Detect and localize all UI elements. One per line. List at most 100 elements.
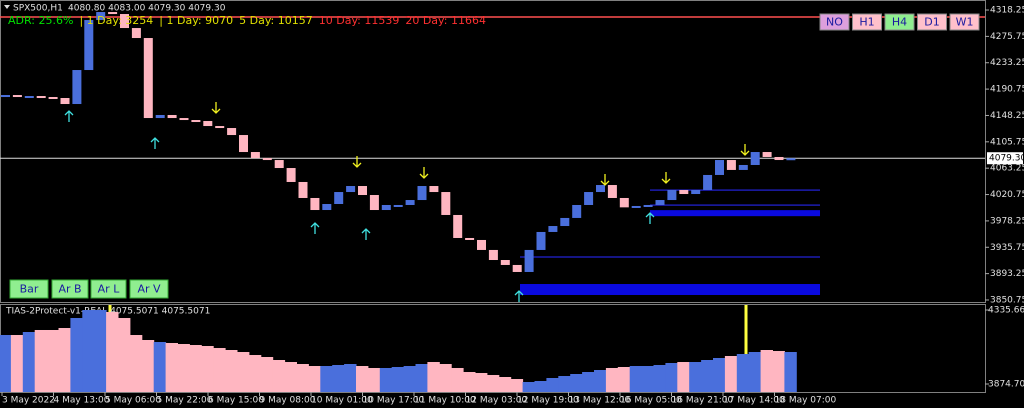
time-label: 10 May 17:00 <box>363 396 425 406</box>
tool-button[interactable] <box>90 279 127 299</box>
price-label: 4020.75 <box>990 190 1024 200</box>
price-label: 3978.25 <box>990 216 1024 226</box>
timeframe-label: H1 <box>859 16 874 29</box>
sell-arrow <box>740 144 750 156</box>
price-bar <box>358 186 367 196</box>
indicator-bar <box>391 367 405 392</box>
timeframe-button[interactable] <box>917 13 947 31</box>
timeframe-button[interactable] <box>949 13 980 31</box>
price-bar <box>774 156 784 161</box>
price-bar <box>96 12 106 21</box>
indicator-bar <box>736 353 750 392</box>
price-bar <box>643 204 653 207</box>
price-bar <box>524 249 534 272</box>
zone <box>650 210 820 217</box>
price-bar <box>750 152 760 165</box>
time-label: 13 May 12:00 <box>569 396 631 406</box>
indicator-bar <box>177 343 190 392</box>
indicator-bar <box>332 364 345 392</box>
price-bar <box>500 260 510 265</box>
indicator-bar <box>58 328 71 392</box>
price-bar <box>1 95 10 98</box>
time-label: 12 May 19:00 <box>517 396 579 406</box>
price-bar <box>572 204 582 218</box>
indicator-bar <box>118 318 131 392</box>
adr-line: ADR: 25.6% | 1 Day: 3254 | 1 Day: 9070 5 Da… <box>8 14 486 27</box>
menu-triangle[interactable] <box>4 5 10 9</box>
indicator-bar <box>70 318 83 392</box>
tool-label: Ar L <box>98 283 121 296</box>
price-bar <box>762 152 772 157</box>
tool-button[interactable] <box>129 279 169 299</box>
timeframe-label: NO <box>826 16 843 29</box>
price-bar <box>310 197 320 211</box>
indicator-bar <box>546 377 559 392</box>
price-label: 4148.25 <box>990 111 1024 121</box>
buy-arrow <box>150 137 160 149</box>
indicator-bar <box>486 374 500 392</box>
price-bar <box>715 160 724 175</box>
indicator-bar <box>748 352 762 392</box>
indicator-bar <box>605 367 619 392</box>
price-bar <box>607 185 617 198</box>
price-bar <box>60 97 70 105</box>
time-label: 18 May 07:00 <box>775 396 837 406</box>
sell-arrow <box>211 102 221 114</box>
indicator-bar <box>272 360 286 392</box>
price-bar <box>72 70 82 105</box>
sell-arrow <box>661 172 671 184</box>
timeframe-label: D1 <box>924 16 939 29</box>
price-label: 4063.25 <box>990 164 1024 174</box>
indicator-bar <box>403 366 416 392</box>
indicator-bar <box>475 373 488 392</box>
tool-button[interactable] <box>51 279 89 299</box>
price-bar <box>84 20 94 71</box>
indicator-bar <box>106 312 119 392</box>
price-bar <box>405 200 415 205</box>
indicator-bar <box>760 349 773 392</box>
timeframe-button[interactable] <box>884 13 915 31</box>
time-label: 4 May 13:00 <box>54 396 110 406</box>
indicator-bar <box>653 364 666 392</box>
timeframe-button[interactable] <box>819 13 850 31</box>
time-label: 16 May 21:00 <box>672 396 734 406</box>
indicator-bar <box>22 332 36 392</box>
price-bar <box>667 189 677 201</box>
indicator-bar <box>784 352 797 392</box>
price-bar <box>143 38 153 119</box>
tool-button[interactable] <box>9 279 49 299</box>
price-bar <box>298 181 308 198</box>
price-bar <box>512 264 522 272</box>
price-bar <box>453 214 463 238</box>
price-bar <box>369 195 379 211</box>
buy-arrow <box>645 212 655 224</box>
indicator-bar <box>427 362 440 392</box>
symbol: SPX500,H1 <box>13 4 63 14</box>
indicator-bar <box>379 367 393 392</box>
price-bar <box>274 160 284 169</box>
price-bar <box>488 249 498 261</box>
indicator-bar <box>641 366 654 392</box>
price-bar <box>381 204 391 211</box>
buy-arrow <box>361 228 371 240</box>
indicator-bar <box>415 363 428 392</box>
adr-item: 20 Day: 11664 <box>405 14 486 27</box>
indicator-tick-label: 4335.6671 <box>988 305 1024 315</box>
price-bar <box>346 186 356 193</box>
price-bar <box>24 96 34 99</box>
price-bar <box>262 158 272 161</box>
indicator-bar <box>439 363 452 392</box>
indicator-bar <box>594 370 607 392</box>
timeframe-button[interactable] <box>852 13 882 31</box>
indicator-bar <box>724 356 738 392</box>
indicator-bar <box>629 366 643 392</box>
indicator-bar <box>356 366 369 392</box>
indicator-bar <box>141 339 155 392</box>
indicator-bar <box>498 377 512 392</box>
time-label: 6 May 15:00 <box>208 396 264 406</box>
indicator-bar <box>260 356 274 392</box>
price-bar <box>239 135 248 153</box>
price-bar <box>703 174 713 190</box>
adr-item: ADR: 25.6% <box>8 14 73 27</box>
price-label: 4275.75 <box>990 32 1024 42</box>
